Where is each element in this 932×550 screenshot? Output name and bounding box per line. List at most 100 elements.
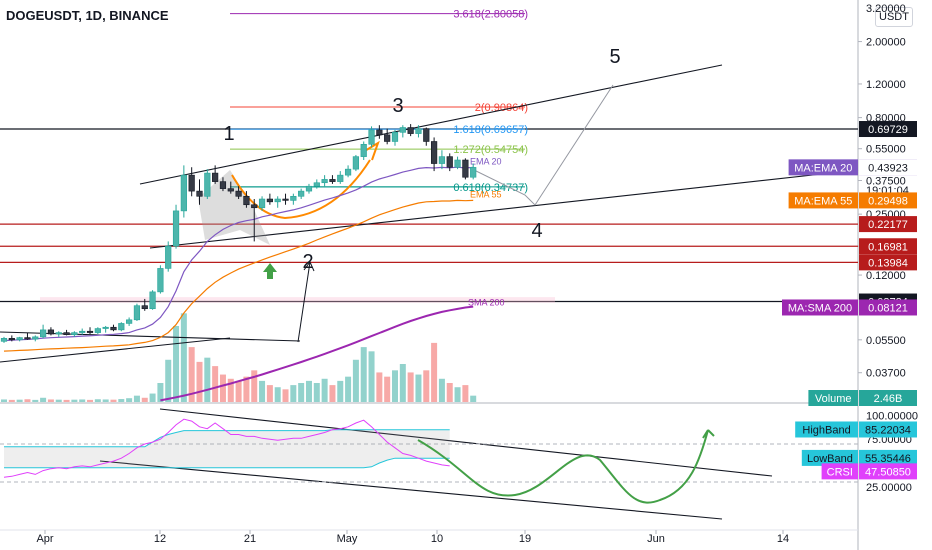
volume-bar [282, 389, 289, 402]
candle-body [32, 336, 39, 340]
wave-3-label: 3 [392, 95, 403, 117]
axis-tag-value-bg [859, 238, 917, 255]
volume-bar [188, 347, 195, 402]
volume-bar [157, 383, 164, 402]
volume-bar [196, 361, 203, 402]
volume-bar [298, 383, 305, 402]
price-tick-label: 0.12000 [866, 270, 906, 282]
price-tick-label: 0.37500 [866, 175, 906, 187]
candle-body [321, 179, 328, 184]
candle-body [430, 141, 438, 164]
currency-button[interactable]: USDT [875, 7, 913, 27]
volume-bar [126, 398, 133, 402]
candle-body [305, 185, 313, 192]
candle-body [157, 268, 164, 293]
price-tick-label: 3.20000 [866, 3, 906, 15]
candle-body [39, 329, 47, 338]
wave-4-label: 4 [531, 220, 542, 242]
volume-bar [133, 395, 140, 402]
candle-body [227, 188, 234, 192]
candle-body [313, 182, 320, 187]
candle-body [212, 172, 219, 182]
price-tick-label: 0.05500 [866, 335, 906, 347]
volume-bar [79, 399, 86, 402]
candle-body [266, 198, 273, 203]
candle-body [290, 195, 297, 201]
axis-tag-name: MA:EMA 20 [794, 162, 852, 174]
candle-body [391, 132, 399, 142]
volume-bar [399, 364, 406, 402]
volume-bar [368, 351, 375, 402]
volume-bar [274, 387, 281, 402]
candle-body [0, 338, 8, 342]
candle-body [274, 198, 281, 203]
osc-tag-name-bg [821, 463, 858, 480]
osc-tag-value: 47.50850 [865, 466, 911, 478]
trend-line [99, 460, 723, 520]
volume-bar [407, 372, 414, 402]
trend-line [139, 64, 723, 185]
trend-line [0, 337, 231, 363]
pattern-shade [198, 170, 270, 245]
candle-body [438, 156, 446, 164]
volume-bar [149, 393, 156, 402]
wave-projection [469, 84, 614, 206]
candle-body [352, 156, 360, 170]
fib-label: 3.618(2.80058) [453, 9, 528, 21]
volume-bar [345, 376, 352, 402]
candle-body [8, 338, 15, 341]
volume-bar [384, 376, 391, 402]
volume-bar [1, 399, 7, 402]
candle-body [462, 159, 469, 178]
candle-body [110, 326, 117, 331]
price-tick-label: 0.55000 [866, 144, 906, 156]
volume-bar [392, 370, 398, 402]
crsi-line [3, 418, 450, 478]
oscillator-pane [0, 418, 858, 504]
axis-tag-value-bg [859, 216, 917, 233]
volume-bar [431, 342, 438, 402]
volume-bar [32, 399, 39, 402]
candle-body [16, 337, 23, 341]
candle-body [94, 328, 101, 333]
axis-tag-value: 0.43923 [868, 162, 908, 174]
volume-bar [40, 397, 47, 402]
candle-body [454, 159, 461, 168]
price-tick-label: 0.03700 [866, 368, 906, 380]
volume-bar [438, 378, 445, 402]
osc-tag-value-bg [859, 421, 917, 438]
candle-body [446, 156, 453, 168]
osc-tick-label: 100.00000 [866, 410, 918, 422]
arrow-head [303, 261, 315, 272]
horizontal-levels [0, 128, 858, 303]
sma200-label: SMA 200 [468, 298, 505, 308]
volume-bar [376, 372, 383, 402]
candle-body [329, 179, 336, 182]
highband-line [4, 429, 450, 448]
axis-tag-name-bg [808, 390, 858, 406]
volume-bar [243, 376, 250, 402]
time-tick-label: 10 [431, 533, 443, 545]
resistance-zone [40, 297, 555, 303]
volume-bar [313, 383, 320, 402]
axis-tag-name: MA:EMA 55 [794, 195, 852, 207]
axis-tag-name-bg [788, 192, 858, 209]
candle-body [102, 326, 109, 329]
axis-tag-value-bg [859, 254, 917, 271]
osc-tag-value-bg [859, 463, 917, 480]
volume-bar [24, 399, 31, 402]
axis-tag-value: 0.16981 [868, 241, 908, 253]
time-tick-label: Apr [36, 533, 53, 545]
volume-bar [173, 326, 180, 402]
axis-tag-name: Volume [815, 393, 852, 405]
volume-bar [446, 383, 453, 402]
volume-bar [212, 366, 219, 402]
osc-tag-name-bg [795, 421, 858, 438]
chart-title: DOGEUSDT, 1D, BINANCE [6, 8, 169, 23]
axis-tag-name-bg [782, 299, 858, 316]
candle-body [47, 329, 55, 335]
volume-bar [259, 380, 266, 402]
candles [0, 124, 477, 343]
candle-body [376, 129, 383, 136]
